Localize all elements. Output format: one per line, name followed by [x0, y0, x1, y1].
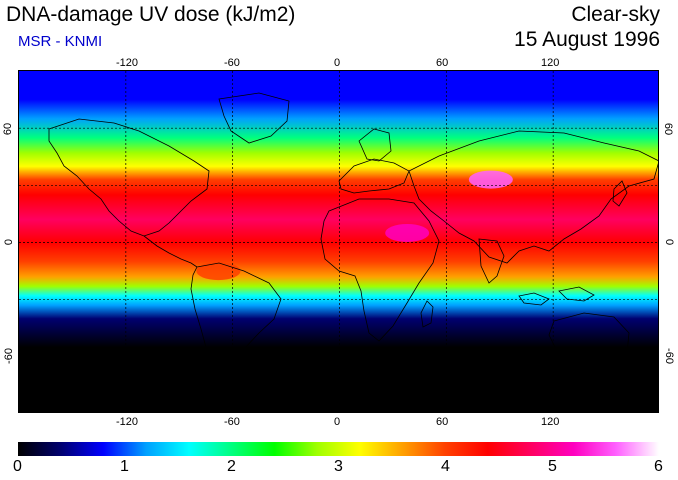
world-map [18, 70, 659, 413]
left-ytick-1: 60 [2, 122, 15, 136]
right-ytick-3: -60 [662, 348, 675, 364]
colorbar-label-5: 5 [548, 458, 557, 475]
top-xtick-2: -60 [224, 57, 240, 69]
colorbar [18, 442, 659, 456]
bottom-xtick-1: -120 [116, 416, 139, 428]
colorbar-label-2: 2 [227, 458, 236, 475]
colorbar-label-1: 1 [120, 458, 129, 475]
top-xtick-3: 0 [334, 57, 341, 69]
right-ytick-1: 60 [662, 122, 675, 136]
left-ytick-2: 0 [3, 238, 16, 246]
bottom-xtick-2: -60 [224, 416, 240, 428]
graticule [19, 71, 658, 412]
hotspot-tibetan-plateau [468, 170, 513, 189]
date-label: 15 August 1996 [514, 28, 660, 51]
hotspot-east-africa-highlands [385, 223, 430, 242]
colorbar-label-6: 6 [654, 458, 663, 475]
top-xtick-1: -120 [116, 57, 139, 69]
condition-label: Clear-sky [571, 3, 660, 26]
top-xtick-4: 60 [436, 57, 449, 69]
bottom-xtick-3: 0 [334, 416, 341, 428]
uv-dose-map [19, 71, 658, 412]
right-ytick-2: 0 [663, 238, 676, 246]
top-xtick-5: 120 [541, 57, 560, 69]
source-label: MSR - KNMI [18, 33, 103, 50]
hotspot-andes [196, 262, 241, 281]
page-title: DNA-damage UV dose (kJ/m2) [6, 3, 296, 26]
colorbar-label-3: 3 [334, 458, 343, 475]
dose-field [19, 71, 658, 412]
bottom-xtick-5: 120 [541, 416, 560, 428]
colorbar-label-0: 0 [13, 458, 22, 475]
bottom-xtick-4: 60 [436, 416, 449, 428]
left-ytick-3: -60 [2, 348, 15, 364]
colorbar-label-4: 4 [441, 458, 450, 475]
